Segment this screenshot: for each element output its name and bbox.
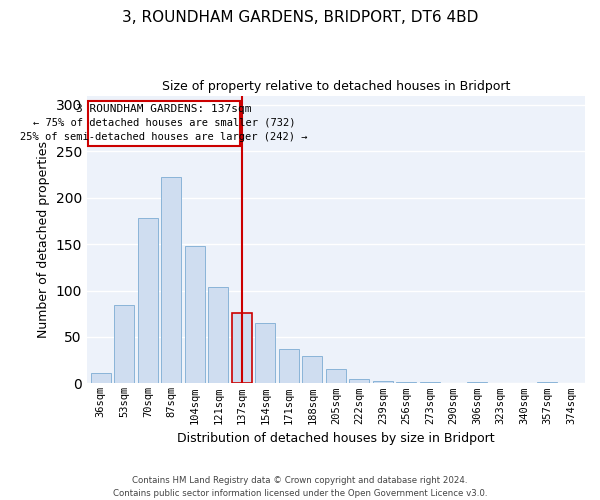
Bar xyxy=(185,246,205,384)
Bar xyxy=(115,306,134,384)
Text: ← 75% of detached houses are smaller (732): ← 75% of detached houses are smaller (73… xyxy=(32,118,295,128)
Bar xyxy=(279,349,299,384)
Text: 25% of semi-detached houses are larger (242) →: 25% of semi-detached houses are larger (… xyxy=(20,132,308,142)
Bar xyxy=(538,382,557,384)
Title: Size of property relative to detached houses in Bridport: Size of property relative to detached ho… xyxy=(161,80,510,93)
Text: 3 ROUNDHAM GARDENS: 137sqm: 3 ROUNDHAM GARDENS: 137sqm xyxy=(76,104,251,114)
Bar xyxy=(91,373,111,384)
Bar xyxy=(256,323,275,384)
Y-axis label: Number of detached properties: Number of detached properties xyxy=(37,141,50,338)
Bar xyxy=(420,382,440,384)
X-axis label: Distribution of detached houses by size in Bridport: Distribution of detached houses by size … xyxy=(177,432,494,445)
Bar xyxy=(208,287,229,384)
Bar xyxy=(161,178,181,384)
Bar xyxy=(397,382,416,384)
Bar xyxy=(467,382,487,384)
Text: 3, ROUNDHAM GARDENS, BRIDPORT, DT6 4BD: 3, ROUNDHAM GARDENS, BRIDPORT, DT6 4BD xyxy=(122,10,478,25)
Bar xyxy=(302,356,322,384)
Bar xyxy=(373,380,393,384)
Bar xyxy=(349,378,370,384)
Bar xyxy=(232,313,252,384)
Bar xyxy=(138,218,158,384)
FancyBboxPatch shape xyxy=(88,101,240,146)
Text: Contains HM Land Registry data © Crown copyright and database right 2024.
Contai: Contains HM Land Registry data © Crown c… xyxy=(113,476,487,498)
Bar xyxy=(326,370,346,384)
